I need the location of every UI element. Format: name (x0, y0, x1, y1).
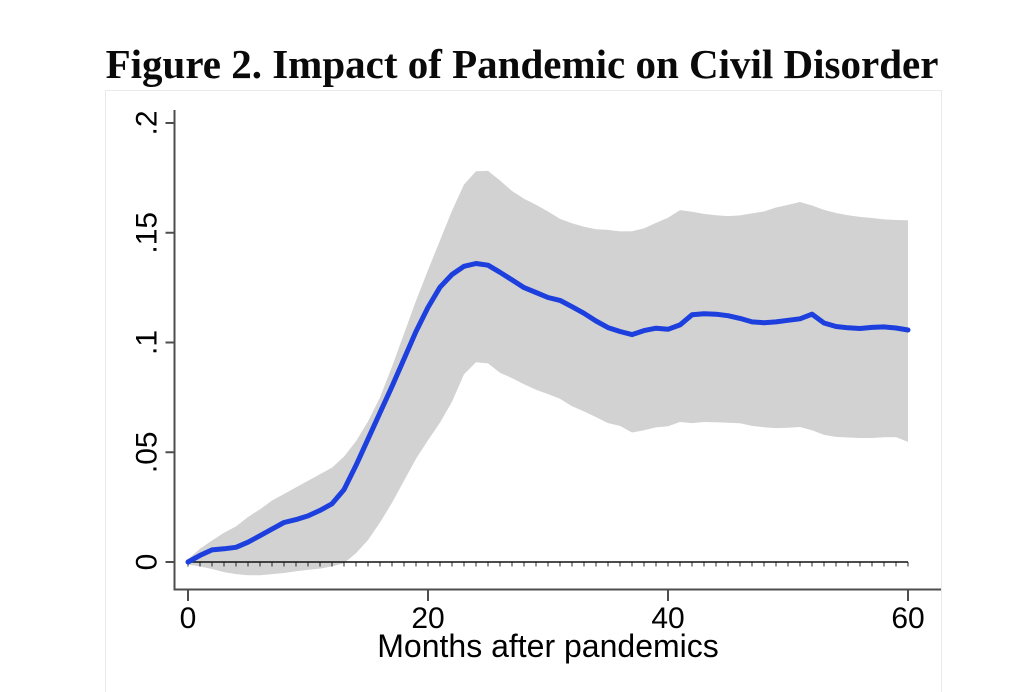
x-tick-label: 20 (411, 602, 444, 635)
estimate-line (185, 261, 911, 565)
figure-title: Figure 2. Impact of Pandemic on Civil Di… (105, 41, 939, 87)
zero-line (187, 561, 909, 567)
confidence-band (188, 170, 908, 576)
y-tick-label: .2 (131, 110, 164, 135)
x-tick-label: 0 (180, 602, 197, 635)
x-tick-label: 40 (651, 602, 684, 635)
y-tick-label: .15 (131, 212, 164, 254)
axes (173, 110, 941, 591)
y-tick-label: 0 (131, 554, 164, 571)
y-tick-label: .1 (131, 330, 164, 355)
x-axis-title: Months after pandemics (377, 628, 719, 664)
x-tick-label: 60 (891, 602, 924, 635)
y-tick-label: .05 (131, 431, 164, 473)
